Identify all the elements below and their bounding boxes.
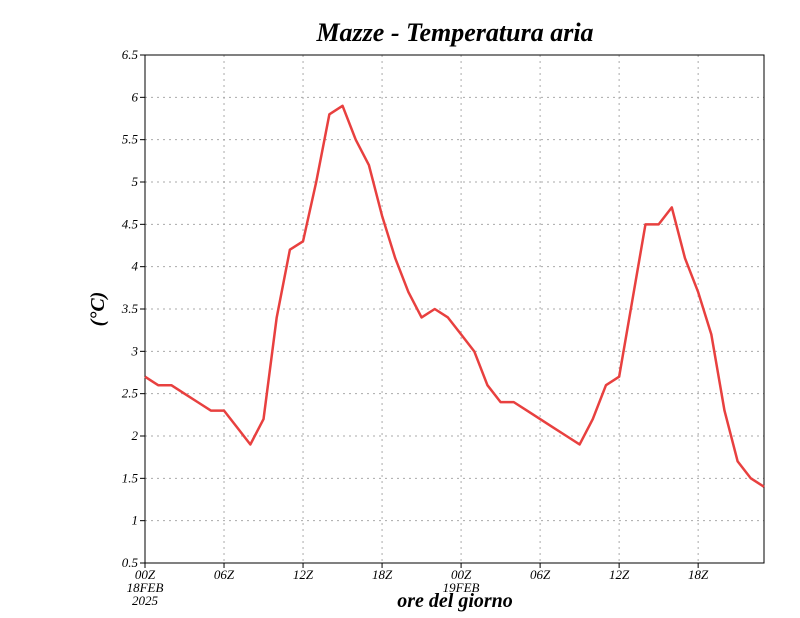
x-tick-label: 12Z <box>293 567 314 582</box>
y-axis-label: (°C) <box>87 292 109 327</box>
y-tick-label: 3 <box>131 343 139 358</box>
y-tick-label: 3.5 <box>121 301 139 316</box>
y-tick-label: 2.5 <box>122 386 139 401</box>
y-tick-label: 6.5 <box>122 47 139 62</box>
x-tick-label: 2025 <box>132 593 159 608</box>
y-tick-label: 0.5 <box>122 555 139 570</box>
x-tick-label: 18Z <box>688 567 709 582</box>
x-tick-label: 00Z <box>451 567 472 582</box>
x-tick-label: 06Z <box>214 567 235 582</box>
y-tick-label: 5.5 <box>122 132 139 147</box>
y-tick-label: 6 <box>132 89 139 104</box>
plot-frame <box>144 54 765 564</box>
x-tick-label: 00Z <box>135 567 156 582</box>
y-tick-label: 5 <box>132 174 139 189</box>
x-tick-label: 18Z <box>372 567 393 582</box>
x-tick-label: 06Z <box>530 567 551 582</box>
y-tick-label: 4.5 <box>122 216 139 231</box>
y-tick-label: 1.5 <box>122 470 139 485</box>
y-tick-label: 4 <box>132 259 139 274</box>
x-axis-label: ore del giorno <box>397 590 513 612</box>
data-line <box>144 104 765 488</box>
chart-title: Mazze - Temperatura aria <box>315 18 593 47</box>
x-tick-label: 19FEB <box>443 580 480 595</box>
y-tick-label: 1 <box>132 513 139 528</box>
x-tick-label: 18FEB <box>127 580 164 595</box>
x-tick-label: 12Z <box>609 567 630 582</box>
y-tick-label: 2 <box>132 428 139 443</box>
